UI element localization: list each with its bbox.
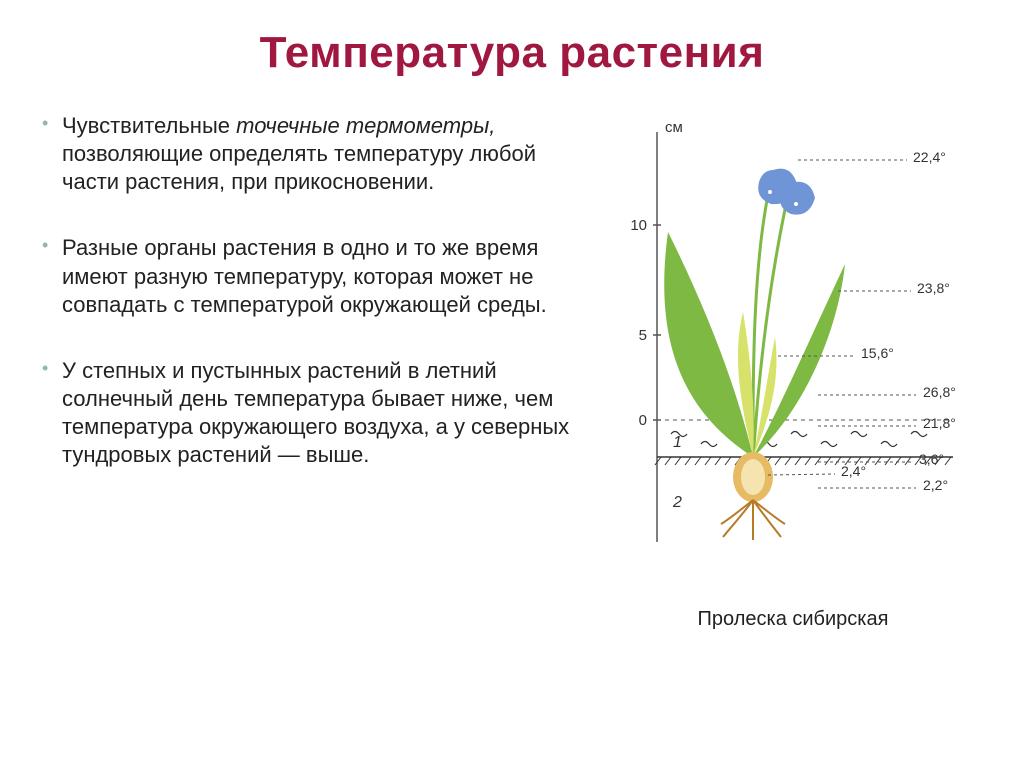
bullet-item: Чувствительные точечные термометры, позв… xyxy=(38,112,588,196)
svg-text:22,4°: 22,4° xyxy=(913,149,946,165)
bullet-item: Разные органы растения в одно и то же вр… xyxy=(38,234,588,318)
svg-text:2,4°: 2,4° xyxy=(841,463,866,479)
svg-text:2: 2 xyxy=(672,494,682,511)
svg-text:21,8°: 21,8° xyxy=(923,415,956,431)
svg-text:10: 10 xyxy=(630,217,647,234)
plant-svg: 10 5 0 см 22,4° 23,8° 15,6° 26,8° 21,8° 3,6° 2,4° 2… xyxy=(613,112,973,572)
bullet-list: Чувствительные точечные термометры, позв… xyxy=(38,112,588,470)
svg-text:26,8°: 26,8° xyxy=(923,384,956,400)
figure-column: 10 5 0 см 22,4° 23,8° 15,6° 26,8° 21,8° 3,6° 2,4° 2… xyxy=(608,112,978,631)
bullet-text-italic: точечные термометры, xyxy=(236,113,495,138)
svg-text:см: см xyxy=(665,119,683,136)
svg-text:23,8°: 23,8° xyxy=(917,280,950,296)
plant-diagram: 10 5 0 см 22,4° 23,8° 15,6° 26,8° 21,8° 3,6° 2,4° 2… xyxy=(613,112,973,572)
bullet-item: У степных и пустынных растений в летний … xyxy=(38,357,588,470)
svg-text:3,6°: 3,6° xyxy=(919,451,944,467)
text-column: Чувствительные точечные термометры, позв… xyxy=(38,112,588,631)
page-title: Температура растения xyxy=(38,28,986,78)
svg-text:15,6°: 15,6° xyxy=(861,345,894,361)
bullet-text-pre: Чувствительные xyxy=(62,113,236,138)
svg-text:0: 0 xyxy=(639,412,647,429)
bullet-text-post: Разные органы растения в одно и то же вр… xyxy=(62,235,547,316)
svg-text:1: 1 xyxy=(673,434,682,451)
content-layout: Чувствительные точечные термометры, позв… xyxy=(38,112,986,631)
svg-text:5: 5 xyxy=(639,327,647,344)
figure-caption: Пролеска сибирская xyxy=(698,608,889,631)
bullet-text-post: позволяющие определять температуру любой… xyxy=(62,141,536,194)
svg-text:2,2°: 2,2° xyxy=(923,477,948,493)
bullet-text-post: У степных и пустынных растений в летний … xyxy=(62,358,569,467)
